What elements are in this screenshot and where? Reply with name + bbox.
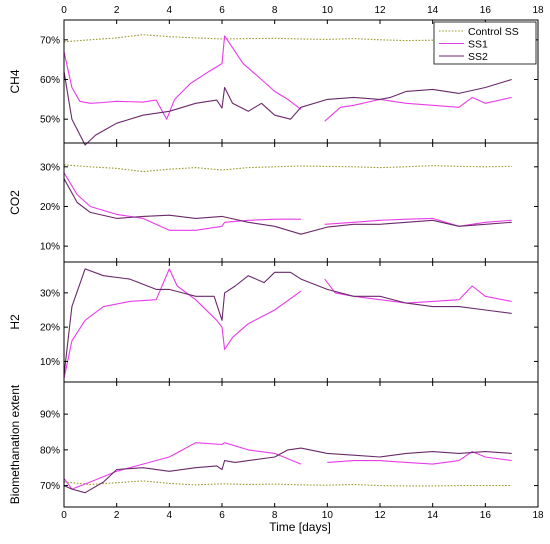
legend-label-control-ss: Control SS bbox=[468, 26, 519, 38]
series-line-bio-control-ss-0 bbox=[63, 480, 512, 487]
panel-co2: 10% 20% 30% CO2 bbox=[8, 142, 539, 263]
panel-frame-h2 bbox=[63, 261, 539, 383]
y-axis-title-h2: H2 bbox=[8, 314, 22, 330]
x-tick-label-top-0: 0 bbox=[61, 5, 67, 16]
x-tick-label-top-6: 12 bbox=[374, 5, 386, 16]
series-line-co2-control-ss-0 bbox=[63, 164, 512, 173]
series-line-h2-ss1-0 bbox=[63, 268, 302, 379]
y-tick-label-h2-2: 30% bbox=[40, 288, 60, 299]
x-tick-label-top-2: 4 bbox=[167, 5, 173, 16]
legend-label-ss1: SS1 bbox=[468, 39, 488, 51]
series-line-bio-ss1-0 bbox=[63, 442, 302, 490]
y-tick-label-ch4-0: 50% bbox=[40, 115, 60, 126]
x-tick-label-1: 2 bbox=[114, 510, 120, 521]
series-line-h2-ss2-0 bbox=[63, 268, 512, 376]
x-tick-label-top-7: 14 bbox=[427, 5, 439, 16]
series-line-ch4-ss2-0 bbox=[63, 71, 512, 146]
y-tick-label-ch4-2: 70% bbox=[40, 35, 60, 46]
y-tick-label-ch4-1: 60% bbox=[40, 75, 60, 86]
x-tick-label-9: 18 bbox=[532, 510, 544, 521]
x-tick-label-3: 6 bbox=[219, 510, 225, 521]
x-tick-label-5: 10 bbox=[322, 510, 334, 521]
x-tick-label-7: 14 bbox=[427, 510, 439, 521]
x-tick-label-top-4: 8 bbox=[272, 5, 278, 16]
series-line-bio-ss1-1 bbox=[327, 451, 512, 465]
x-tick-label-top-5: 10 bbox=[322, 5, 334, 16]
panel-frame-co2 bbox=[63, 142, 539, 263]
x-tick-label-top-9: 18 bbox=[532, 5, 544, 16]
series-line-bio-ss2-0 bbox=[63, 447, 512, 494]
x-tick-label-top-3: 6 bbox=[219, 5, 225, 16]
y-tick-label-co2-2: 30% bbox=[40, 162, 60, 173]
x-axis-title: Time [days] bbox=[269, 520, 331, 534]
y-tick-label-h2-0: 10% bbox=[40, 357, 60, 368]
series-line-ch4-ss1-0 bbox=[63, 35, 302, 120]
x-tick-label-4: 8 bbox=[272, 510, 278, 521]
panels: 50%60%70%CH410%20%30%CO210%20%30%H270%80… bbox=[8, 5, 544, 521]
y-tick-label-h2-1: 20% bbox=[40, 323, 60, 334]
y-axis-title-bio: Biomethanation extent bbox=[8, 384, 22, 504]
y-tick-label-bio-1: 80% bbox=[40, 445, 60, 456]
panel-h2: 10% 20% 30% H2 bbox=[8, 261, 539, 383]
y-tick-label-bio-2: 90% bbox=[40, 410, 60, 421]
y-tick-label-co2-0: 10% bbox=[40, 242, 60, 253]
x-tick-label-8: 16 bbox=[480, 510, 492, 521]
series-line-ch4-ss1-1 bbox=[324, 96, 512, 122]
y-axis-title-ch4: CH4 bbox=[8, 69, 22, 93]
panel-frame-bio bbox=[63, 381, 539, 508]
series-line-co2-ss1-1 bbox=[324, 217, 512, 227]
panel-ch4: 50% 60% 70% CH4 bbox=[8, 19, 539, 146]
legend-label-ss2: SS2 bbox=[468, 51, 488, 63]
x-tick-label-0: 0 bbox=[61, 510, 67, 521]
x-tick-label-top-8: 16 bbox=[480, 5, 492, 16]
x-tick-label-2: 4 bbox=[167, 510, 173, 521]
x-tick-label-6: 12 bbox=[374, 510, 386, 521]
series-line-co2-ss2-0 bbox=[63, 178, 512, 235]
x-tick-label-top-1: 2 bbox=[114, 5, 120, 16]
series-line-co2-ss1-0 bbox=[63, 172, 301, 231]
panel-bio: 70% 80% 90% Biomethanation extent bbox=[8, 381, 539, 508]
y-axis-title-co2: CO2 bbox=[8, 190, 22, 215]
x-tick-labels: 0 0 2 2 4 4 6 6 8 8 10 10 12 12 14 14 16 16 18 18 bbox=[61, 5, 544, 521]
series-line-h2-ss1-1 bbox=[324, 278, 512, 304]
y-tick-label-co2-1: 20% bbox=[40, 202, 60, 213]
y-tick-label-bio-0: 70% bbox=[40, 481, 60, 492]
series-line-ch4-control-ss-0 bbox=[63, 34, 512, 43]
